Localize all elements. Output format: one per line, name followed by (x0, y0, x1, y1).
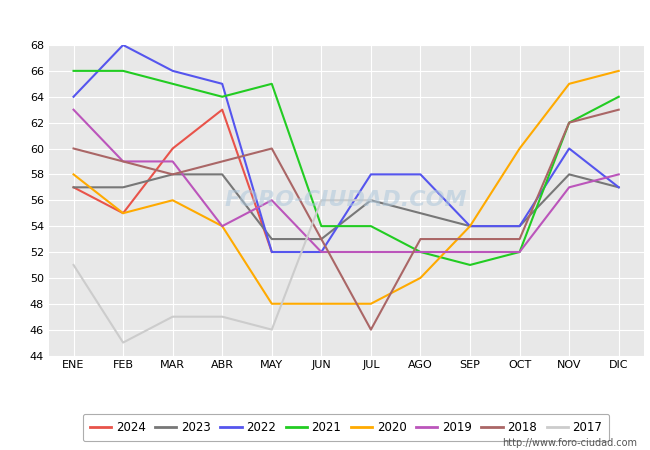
Text: FORO-CIUDAD.COM: FORO-CIUDAD.COM (225, 190, 467, 210)
Legend: 2024, 2023, 2022, 2021, 2020, 2019, 2018, 2017: 2024, 2023, 2022, 2021, 2020, 2019, 2018… (83, 414, 610, 441)
Text: Afiliados en El Toro a 31/5/2024: Afiliados en El Toro a 31/5/2024 (188, 11, 462, 29)
Text: http://www.foro-ciudad.com: http://www.foro-ciudad.com (502, 438, 637, 448)
